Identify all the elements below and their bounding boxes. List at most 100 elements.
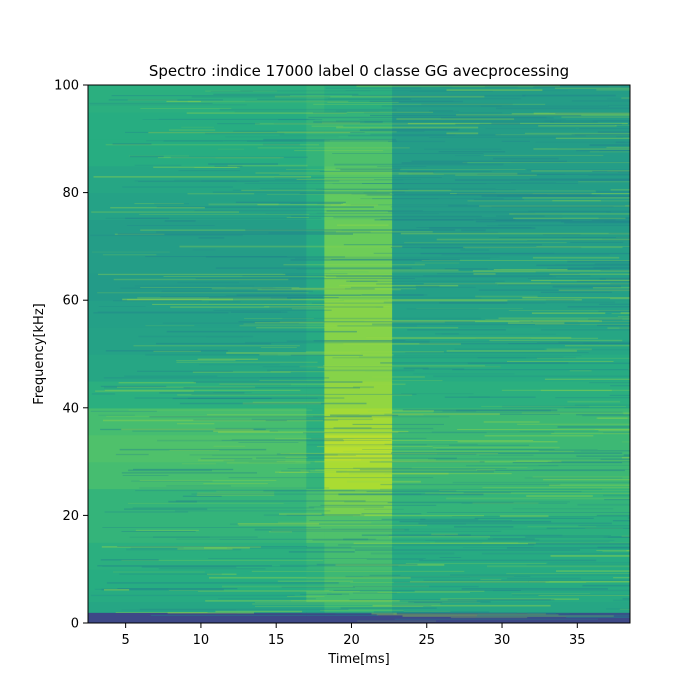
texture-streak <box>477 357 576 359</box>
texture-streak <box>213 445 246 447</box>
texture-streak <box>551 460 630 462</box>
texture-streak <box>492 589 630 592</box>
heatmap-cell <box>392 488 630 516</box>
texture-streak <box>484 435 594 437</box>
texture-streak <box>313 121 383 123</box>
texture-streak <box>212 454 356 456</box>
texture-streak <box>140 287 300 288</box>
texture-streak <box>513 213 563 215</box>
texture-streak <box>596 550 630 552</box>
y-axis: 0 20 40 60 80 100 <box>54 79 88 632</box>
texture-streak <box>512 594 630 596</box>
texture-streak <box>388 534 563 537</box>
texture-streak <box>231 311 288 313</box>
texture-streak <box>128 469 212 472</box>
texture-streak <box>388 299 582 301</box>
texture-streak <box>431 533 458 536</box>
texture-streak <box>598 217 630 219</box>
texture-streak <box>536 246 630 247</box>
heatmap-cell <box>306 434 325 463</box>
texture-streak <box>481 195 630 198</box>
texture-streak <box>261 288 375 290</box>
texture-streak <box>242 275 393 277</box>
texture-streak <box>276 460 417 463</box>
texture-streak <box>519 431 630 432</box>
texture-streak <box>347 111 434 113</box>
texture-streak <box>133 468 234 471</box>
texture-streak <box>248 461 296 463</box>
texture-streak <box>483 421 540 423</box>
texture-streak <box>330 269 459 272</box>
texture-streak <box>423 275 591 277</box>
heatmap-cell <box>324 488 393 516</box>
texture-streak <box>380 362 569 364</box>
texture-streak <box>625 205 630 207</box>
texture-streak <box>603 494 630 497</box>
texture-streak <box>332 183 487 185</box>
texture-streak <box>579 127 630 130</box>
texture-streak <box>544 120 630 122</box>
texture-streak <box>126 548 242 551</box>
texture-streak <box>113 278 289 281</box>
texture-streak <box>388 535 491 538</box>
texture-streak <box>187 100 349 103</box>
texture-streak <box>457 441 558 443</box>
texture-streak <box>528 581 630 583</box>
texture-streak <box>489 339 623 342</box>
heatmap-cell <box>306 380 325 409</box>
heatmap-cell <box>392 612 630 623</box>
texture-streak <box>366 467 528 469</box>
texture-streak <box>268 231 499 234</box>
texture-streak <box>423 283 630 285</box>
texture-streak <box>529 195 596 197</box>
texture-streak <box>278 119 323 121</box>
texture-streak <box>247 140 397 142</box>
texture-streak <box>594 429 630 430</box>
texture-streak <box>355 549 580 551</box>
texture-streak <box>252 603 441 605</box>
texture-streak <box>588 318 623 321</box>
texture-streak <box>311 302 546 304</box>
texture-streak <box>239 325 337 327</box>
texture-streak <box>243 323 355 325</box>
texture-streak <box>121 609 237 611</box>
texture-streak <box>260 188 496 189</box>
texture-streak <box>448 204 630 207</box>
heatmap-cell <box>88 515 307 543</box>
texture-streak <box>533 469 630 470</box>
texture-streak <box>599 277 630 280</box>
texture-streak <box>97 565 272 567</box>
texture-streak <box>404 242 567 244</box>
texture-streak <box>222 585 430 588</box>
texture-streak <box>206 336 243 338</box>
texture-streak <box>532 193 630 195</box>
heatmap-cell <box>324 354 393 382</box>
y-tick-label: 0 <box>71 617 79 632</box>
texture-streak <box>564 407 630 409</box>
texture-streak <box>479 454 534 456</box>
texture-streak <box>343 299 508 302</box>
texture-streak <box>383 440 534 441</box>
texture-streak <box>394 618 599 620</box>
texture-streak <box>467 200 630 202</box>
texture-streak <box>555 397 630 399</box>
texture-streak <box>362 183 578 184</box>
texture-streak <box>479 205 630 207</box>
texture-streak <box>353 542 536 544</box>
heatmap-cell <box>306 111 325 140</box>
texture-streak <box>567 400 621 403</box>
texture-streak <box>330 204 379 206</box>
texture-streak <box>321 121 360 124</box>
texture-streak <box>134 397 345 399</box>
texture-streak <box>236 294 424 296</box>
texture-streak <box>530 321 579 323</box>
texture-streak <box>473 273 496 275</box>
texture-streak <box>372 604 551 607</box>
texture-streak <box>393 355 582 357</box>
texture-streak <box>498 317 630 320</box>
texture-streak <box>245 100 454 102</box>
texture-streak <box>223 460 286 462</box>
texture-streak <box>399 520 552 523</box>
texture-streak <box>436 449 555 450</box>
texture-streak <box>388 140 446 143</box>
